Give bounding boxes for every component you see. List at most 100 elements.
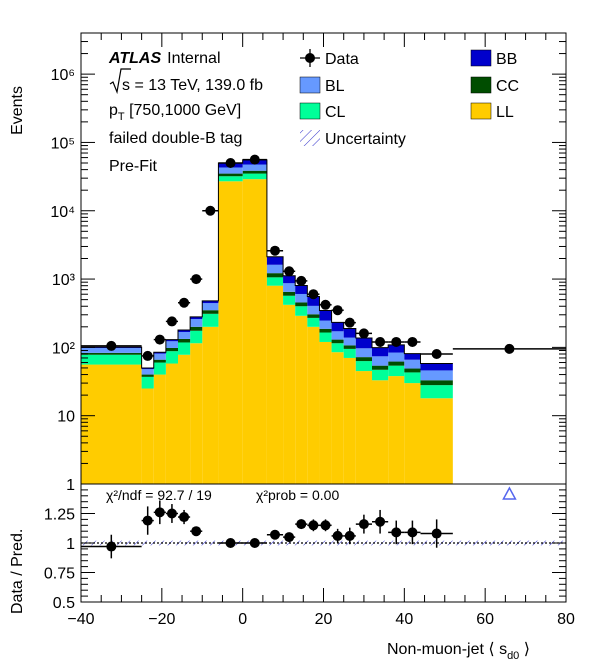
bar-ll-17 [372, 380, 389, 484]
sqrt-icon [109, 68, 131, 95]
bar-bl-8 [242, 164, 267, 171]
bar-ll-7 [218, 181, 243, 485]
chi2-prob-text: χ²prob = 0.00 [256, 487, 339, 503]
bar-cl-13 [319, 332, 332, 342]
ratio-point-8 [270, 529, 280, 540]
bar-bb-17 [372, 347, 389, 357]
bar-bb-10 [283, 275, 296, 284]
y-tick-label-ratio: 0.75 [44, 566, 75, 583]
bar-cc-3 [165, 347, 178, 352]
bar-bl-18 [388, 352, 405, 362]
y-tick-label-main: 10⁵ [51, 135, 75, 152]
ratio-point-19 [431, 528, 442, 539]
energy-label: s = 13 TeV, 139.0 fb [109, 68, 263, 95]
ratio-point-0 [106, 541, 117, 552]
bar-cc-15 [343, 345, 356, 349]
pt-label: pT [750,1000 GeV] [109, 102, 241, 123]
ratio-point-13 [332, 530, 343, 541]
svg-text:Uncertainty: Uncertainty [325, 131, 406, 148]
legend-entry-uncertainty: Uncertainty [300, 130, 406, 148]
bar-bl-10 [283, 283, 296, 292]
bar-cc-19 [404, 368, 421, 373]
bar-ll-19 [404, 383, 421, 484]
bar-bb-20 [420, 363, 453, 371]
bar-ll-10 [283, 304, 296, 484]
bar-bl-11 [295, 293, 308, 303]
bar-bl-2 [153, 353, 166, 360]
svg-text:CL: CL [325, 104, 346, 121]
bar-ll-9 [266, 285, 284, 484]
bar-cl-11 [295, 306, 308, 316]
bar-cl-5 [190, 330, 203, 344]
bar-bl-15 [343, 337, 356, 346]
data-point-3 [166, 316, 177, 327]
tag-label: failed double-B tag [109, 130, 242, 147]
bar-ll-8 [242, 179, 267, 484]
ratio-point-12 [320, 520, 331, 531]
data-point-12 [308, 289, 319, 300]
svg-text:BL: BL [325, 78, 345, 95]
overflow-marker-0 [502, 486, 517, 500]
x-axis-label: Non-muon-jet ⟨ sd0 ⟩ [387, 641, 530, 662]
cl-swatch [299, 102, 321, 120]
stacked-histogram [80, 159, 453, 485]
bar-cc-14 [331, 339, 344, 344]
data-point-2 [154, 334, 165, 345]
x-tick-label: 20 [315, 611, 333, 628]
bar-cl-8 [242, 173, 267, 180]
bar-cc-2 [153, 359, 166, 363]
x-tick-label: 80 [557, 611, 575, 628]
bar-bl-3 [165, 341, 178, 348]
bar-cc-5 [190, 326, 203, 331]
bar-ll-13 [319, 341, 332, 484]
ratio-point-2 [154, 507, 165, 518]
bar-bb-16 [355, 338, 372, 349]
bar-ll-6 [202, 326, 219, 484]
bar-bl-12 [307, 305, 320, 315]
bar-cc-17 [372, 365, 389, 370]
bar-bl-17 [372, 356, 389, 366]
ratio-point-3 [166, 508, 177, 519]
bar-bl-1 [141, 369, 154, 375]
data-point-20 [431, 348, 442, 359]
bar-bl-9 [266, 264, 284, 274]
bar-cc-12 [307, 314, 320, 318]
bar-ll-1 [141, 388, 154, 484]
bar-cl-15 [343, 348, 356, 358]
svg-text:CC: CC [496, 78, 519, 95]
ratio-point-14 [344, 530, 355, 541]
svg-text:Data: Data [325, 51, 359, 68]
bar-cc-11 [295, 302, 308, 307]
data-point-7 [225, 158, 236, 169]
main-y-axis: 1 10 10² 10³ 10⁴ 10⁵ 10⁶ [50, 32, 567, 494]
y-axis-label-ratio: Data / Pred. [9, 529, 26, 614]
bar-bb-18 [388, 344, 405, 353]
data-point-11 [296, 275, 307, 286]
data-marker-icon [305, 53, 315, 63]
bar-cl-3 [165, 351, 178, 364]
bar-bl-5 [190, 319, 203, 327]
bar-ll-3 [165, 363, 178, 484]
bar-cl-2 [153, 362, 166, 375]
svg-text:LL: LL [496, 104, 514, 121]
bar-ll-5 [190, 343, 203, 484]
chi2-ndf-text: χ²/ndf = 92.7 / 19 [106, 487, 212, 503]
bar-bb-6 [202, 300, 219, 304]
ratio-point-15 [358, 519, 369, 530]
legend-entry-ll: LL [470, 102, 514, 121]
y-tick-label-ratio: 0.5 [53, 595, 75, 612]
bar-bb-14 [331, 322, 344, 332]
atlas-label: ATLAS Internal [108, 50, 221, 67]
bar-bl-16 [355, 348, 372, 358]
bar-cl-6 [202, 313, 219, 327]
ratio-point-9 [284, 532, 295, 543]
bar-cl-17 [372, 369, 389, 381]
ratio-uncertainty-band [81, 540, 566, 546]
x-tick-label: 60 [476, 611, 494, 628]
cc-swatch [470, 76, 492, 94]
ratio-point-4 [179, 512, 190, 523]
legend-entry-data: Data [300, 49, 359, 68]
ratio-point-1 [142, 515, 153, 526]
ratio-point-16 [375, 516, 386, 527]
